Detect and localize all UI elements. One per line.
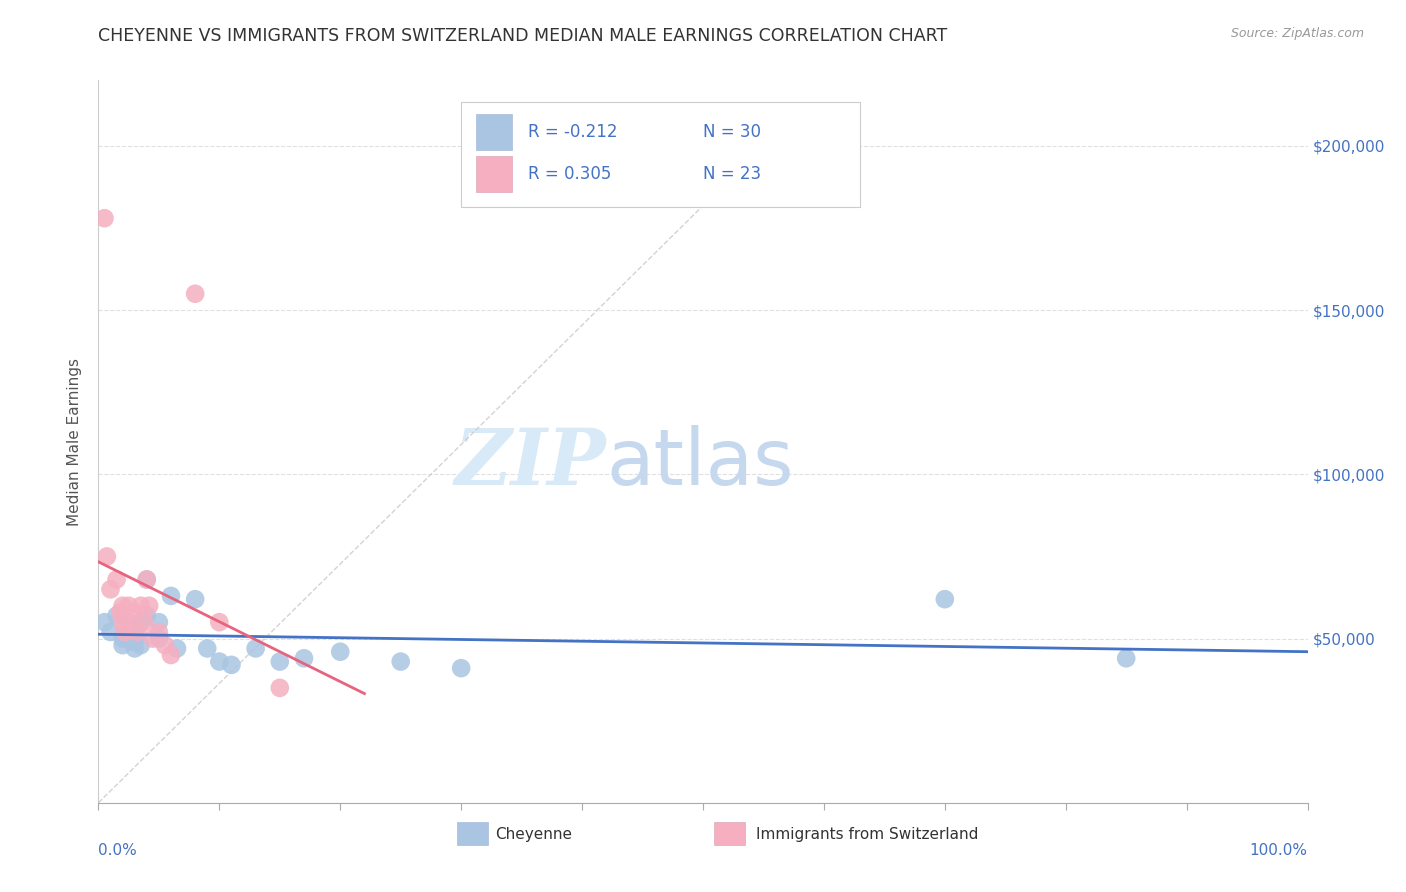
Point	[129, 638, 152, 652]
Point	[111, 638, 134, 652]
Bar	[475, 156, 512, 193]
Point	[100, 625, 122, 640]
Point	[118, 622, 141, 636]
Point	[108, 605, 131, 619]
Point	[93, 615, 115, 630]
Text: 100.0%: 100.0%	[1250, 843, 1308, 858]
Point	[166, 641, 188, 656]
Text: N = 23: N = 23	[703, 165, 761, 183]
Point	[142, 632, 165, 646]
Point	[111, 632, 134, 646]
Point	[111, 599, 134, 613]
FancyBboxPatch shape	[461, 102, 860, 207]
Text: R = 0.305: R = 0.305	[527, 165, 612, 183]
Point	[292, 651, 315, 665]
Point	[105, 608, 128, 623]
Point	[129, 599, 152, 613]
Point	[135, 608, 157, 623]
Point	[184, 592, 207, 607]
Point	[208, 655, 231, 669]
Point	[329, 645, 352, 659]
Text: Immigrants from Switzerland: Immigrants from Switzerland	[756, 827, 979, 841]
Text: Cheyenne: Cheyenne	[495, 827, 572, 841]
Text: atlas: atlas	[606, 425, 794, 501]
Bar	[475, 114, 512, 151]
Point	[96, 549, 118, 564]
Point	[135, 573, 157, 587]
Point	[148, 625, 170, 640]
Point	[269, 681, 291, 695]
Point	[153, 638, 176, 652]
Text: CHEYENNE VS IMMIGRANTS FROM SWITZERLAND MEDIAN MALE EARNINGS CORRELATION CHART: CHEYENNE VS IMMIGRANTS FROM SWITZERLAND …	[98, 27, 948, 45]
Point	[269, 655, 291, 669]
Y-axis label: Median Male Earnings: Median Male Earnings	[67, 358, 83, 525]
Point	[450, 661, 472, 675]
Text: Source: ZipAtlas.com: Source: ZipAtlas.com	[1230, 27, 1364, 40]
Point	[195, 641, 218, 656]
Point	[111, 615, 134, 630]
Point	[124, 625, 146, 640]
Point	[124, 635, 146, 649]
Point	[124, 605, 146, 619]
Point	[389, 655, 412, 669]
Point	[118, 599, 141, 613]
Point	[184, 286, 207, 301]
Point	[148, 615, 170, 630]
Point	[124, 641, 146, 656]
Point	[134, 615, 156, 630]
Point	[138, 599, 160, 613]
Point	[105, 573, 128, 587]
Point	[245, 641, 267, 656]
Point	[148, 632, 170, 646]
Point	[1115, 651, 1137, 665]
Point	[160, 648, 183, 662]
Text: N = 30: N = 30	[703, 123, 761, 141]
Point	[118, 615, 141, 630]
Point	[114, 625, 136, 640]
Point	[208, 615, 231, 630]
Point	[135, 573, 157, 587]
Point	[160, 589, 183, 603]
Point	[127, 625, 149, 640]
Text: ZIP: ZIP	[454, 425, 606, 501]
Point	[221, 657, 243, 672]
Point	[129, 615, 152, 630]
Point	[118, 632, 141, 646]
Point	[100, 582, 122, 597]
Text: R = -0.212: R = -0.212	[527, 123, 617, 141]
Point	[93, 211, 115, 226]
Point	[934, 592, 956, 607]
Text: 0.0%: 0.0%	[98, 843, 138, 858]
